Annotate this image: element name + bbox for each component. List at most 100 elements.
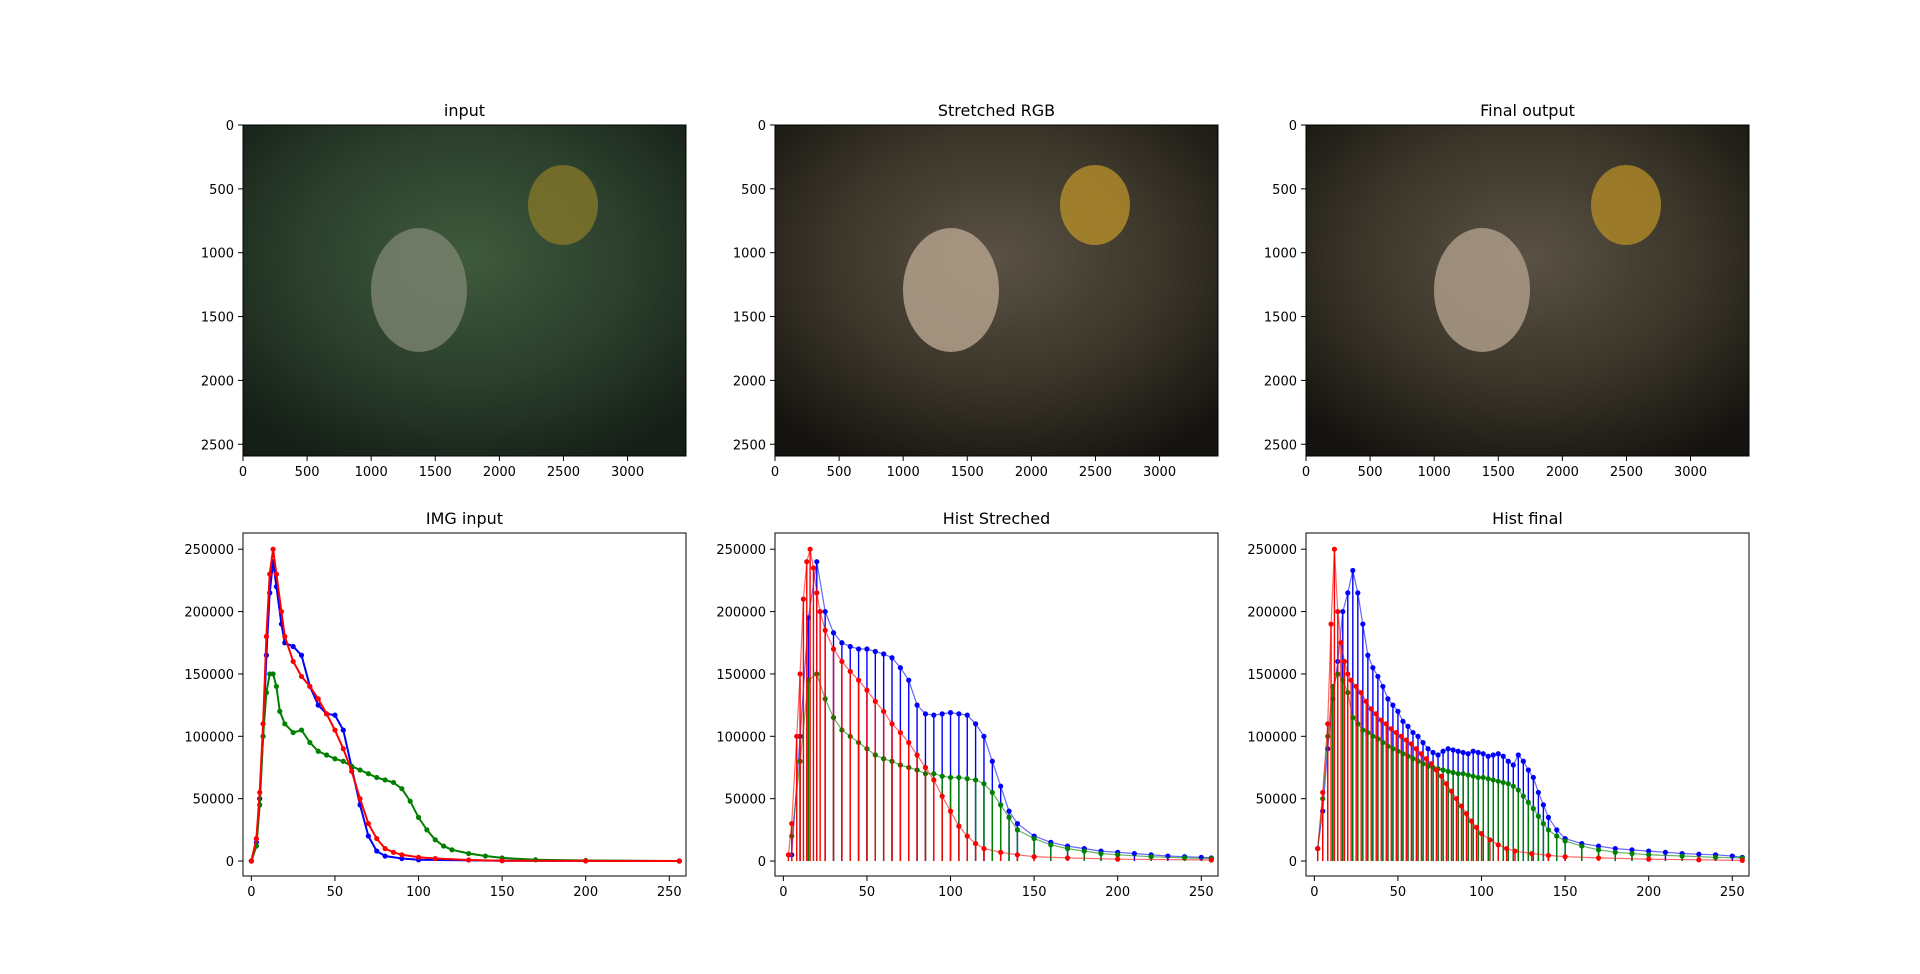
data-point [1468, 818, 1475, 824]
y-tick-label: 1000 [1264, 247, 1297, 262]
data-point [374, 835, 380, 842]
data-point [1315, 845, 1321, 852]
data-point [931, 771, 937, 777]
data-point [822, 627, 828, 633]
brain-coral-shape [903, 228, 999, 352]
data-point [1505, 781, 1511, 787]
data-point [1423, 756, 1429, 762]
plot-area [243, 533, 686, 876]
data-point [365, 821, 371, 827]
data-point [583, 858, 589, 864]
series-ff0000 [1315, 546, 1745, 864]
y-tick-label: 1000 [201, 247, 234, 262]
data-point [1545, 814, 1551, 820]
x-tick-label: 150 [1553, 885, 1578, 900]
data-point [1487, 837, 1493, 843]
data-point [1410, 729, 1416, 736]
data-point [307, 739, 313, 746]
data-point [956, 823, 962, 829]
data-point [1348, 677, 1354, 683]
data-point [947, 808, 954, 814]
x-tick-label: 100 [406, 885, 431, 900]
data-point [1398, 733, 1404, 739]
data-point [298, 727, 305, 733]
series-ff0000 [248, 546, 682, 864]
data-point [1148, 854, 1154, 860]
x-tick-label: 1500 [951, 465, 984, 480]
panel-hist-streched: Hist Streched 0 50 100 150 200 250 0 50000 1000… [716, 509, 1219, 900]
x-tick-label: 0 [247, 885, 255, 900]
data-point [998, 802, 1004, 808]
data-point [382, 853, 388, 859]
data-point [1490, 777, 1496, 783]
data-point [399, 855, 405, 862]
data-point [1455, 748, 1461, 754]
data-point [278, 608, 285, 615]
image-border [242, 124, 687, 457]
x-tick-label: 100 [1469, 885, 1494, 900]
data-point [263, 633, 270, 640]
y-axis: 0 500 1000 1500 2000 2500 [1264, 119, 1306, 453]
data-point [794, 733, 800, 739]
panel-title: Final output [1480, 101, 1575, 120]
data-point [332, 712, 338, 718]
plot-border [774, 532, 1219, 877]
data-point [382, 845, 388, 852]
data-point [1485, 753, 1491, 759]
data-point [1338, 640, 1344, 646]
data-point [889, 655, 895, 661]
x-tick-label: 2500 [547, 465, 580, 480]
data-point [1415, 733, 1421, 739]
data-point [830, 646, 837, 652]
x-tick-label: 150 [490, 885, 515, 900]
data-point [939, 773, 945, 779]
data-point [1545, 827, 1551, 833]
data-point [1540, 821, 1546, 827]
data-point [1510, 783, 1516, 789]
data-point [1525, 767, 1531, 773]
data-point [1485, 776, 1491, 782]
x-axis: 0 500 1000 1500 2000 2500 3000 [1302, 456, 1707, 480]
y-tick-label: 1000 [733, 247, 766, 262]
data-point [1400, 718, 1406, 724]
data-point [814, 590, 820, 596]
data-point [817, 608, 823, 615]
data-point [855, 677, 862, 683]
data-point [1433, 767, 1439, 773]
y-tick-label: 500 [209, 183, 234, 198]
x-tick-label: 2500 [1079, 465, 1112, 480]
data-point [1646, 848, 1652, 854]
data-point [374, 848, 380, 854]
data-point [270, 546, 276, 552]
y-tick-label: 2000 [1264, 374, 1297, 389]
series-008000 [1315, 671, 1745, 862]
data-point [1331, 546, 1338, 552]
data-point [1006, 814, 1012, 820]
data-point [357, 796, 363, 802]
x-tick-label: 2000 [1546, 465, 1579, 480]
data-point [1504, 845, 1510, 852]
panel-title: input [444, 101, 485, 120]
data-point [1450, 747, 1456, 753]
data-point [257, 789, 263, 796]
panel-title: Hist final [1492, 509, 1563, 528]
data-point [814, 559, 820, 565]
data-point [267, 571, 273, 577]
data-point [349, 768, 355, 774]
data-point [1435, 752, 1441, 758]
data-point [881, 651, 887, 657]
data-point [1425, 746, 1431, 752]
data-point [1081, 848, 1087, 854]
data-point [1478, 830, 1485, 837]
data-point [415, 814, 422, 820]
data-point [290, 658, 296, 665]
data-point [1115, 852, 1121, 858]
data-point [340, 758, 346, 764]
data-point [864, 687, 870, 693]
y-axis: 0 50000 100000 150000 200000 250000 [716, 543, 775, 870]
data-point [1595, 855, 1602, 861]
y-axis: 0 500 1000 1500 2000 2500 [733, 119, 775, 453]
y-tick-label: 0 [1289, 855, 1297, 870]
panel-input: input 0 500 1000 1500 2000 2500 3000 0 500 1000 1… [201, 101, 687, 480]
